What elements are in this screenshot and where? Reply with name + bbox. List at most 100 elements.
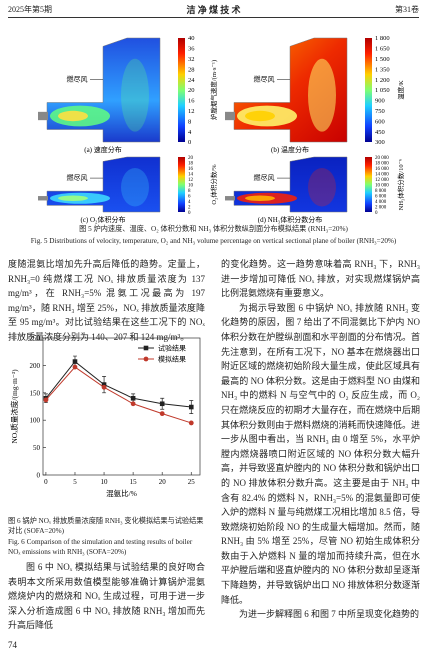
colorbar-tick: 4 bbox=[188, 129, 192, 136]
annotation: 燃尽风 bbox=[254, 173, 275, 182]
colorbar-tick: 12 bbox=[188, 178, 194, 183]
issue: 2025年第5期 bbox=[8, 5, 52, 14]
colorbar-tick: 40 bbox=[188, 35, 195, 42]
journal: 洁 净 煤 技 术 bbox=[186, 5, 241, 15]
colorbar-tick: 16 000 bbox=[375, 167, 389, 172]
colorbar-tick: 12 000 bbox=[375, 178, 389, 183]
colorbar bbox=[365, 38, 372, 142]
colorbar-tick: 2 000 bbox=[375, 206, 387, 211]
colorbar-tick: 1 050 bbox=[375, 87, 390, 94]
colorbar-tick: 14 bbox=[188, 173, 194, 178]
colorbar-tick: 20 000 bbox=[375, 156, 389, 161]
annotation: 燃尽风 bbox=[67, 75, 88, 84]
panel-caption: (b) 温度分布 bbox=[271, 145, 309, 154]
shaft-flow bbox=[308, 168, 336, 207]
paragraph: 图 6 中 NOₓ 模拟结果与试验结果的良好吻合表明本文所采用数值模型能够准确计… bbox=[8, 562, 205, 631]
paragraph: 为揭示导致图 6 中锅炉 NOₓ 排放随 RNH₃ 变化趋势的原因，图 7 给出… bbox=[221, 302, 420, 605]
marker bbox=[101, 384, 107, 390]
series-line bbox=[45, 360, 192, 408]
colorbar-label: 温度/K bbox=[396, 80, 405, 100]
colorbar-tick: 0 bbox=[188, 211, 191, 216]
x-tick-label: 15 bbox=[130, 478, 138, 486]
marker bbox=[143, 356, 149, 362]
x-tick-label: 5 bbox=[73, 478, 77, 486]
figure-5-caption-en: Fig. 5 Distributions of velocity, temper… bbox=[30, 237, 397, 245]
y-tick-label: 0 bbox=[37, 472, 41, 480]
colorbar-tick: 10 bbox=[188, 184, 194, 189]
colorbar-tick: 16 bbox=[188, 98, 195, 105]
marker bbox=[159, 411, 165, 417]
colorbar-label: 炉膛烟气速度/(m·s⁻¹) bbox=[209, 60, 218, 120]
figure-6-caption-en: Fig. 6 Comparison of the simulation and … bbox=[8, 538, 193, 556]
paragraph: 为进一步解释图 6 和图 7 中所呈现变化趋势的 bbox=[239, 609, 420, 620]
colorbar-tick: 12 bbox=[188, 108, 195, 115]
marker bbox=[130, 395, 136, 401]
colorbar-tick: 450 bbox=[375, 129, 385, 136]
paragraph: 的变化趋势。这一趋势意味着高 RNH₃ 下，RNH₃ 进一步增加可降低 NOₓ … bbox=[221, 259, 420, 299]
marker bbox=[130, 401, 136, 407]
x-tick-label: 25 bbox=[188, 478, 196, 486]
colorbar-tick: 1 500 bbox=[375, 56, 390, 63]
x-tick-label: 0 bbox=[44, 478, 48, 486]
paragraph: 度随混氨比增加先升高后降低的趋势。定量上，RNH₃=0 纯燃煤工况 NOₓ 排放… bbox=[8, 259, 205, 342]
shaft-flow bbox=[308, 58, 336, 132]
colorbar-tick: 4 000 bbox=[375, 200, 387, 205]
colorbar-tick: 14 000 bbox=[375, 173, 389, 178]
colorbar-tick: 1 650 bbox=[375, 46, 390, 53]
marker bbox=[72, 359, 78, 364]
colorbar-tick: 0 bbox=[188, 139, 191, 146]
colorbar bbox=[178, 157, 185, 212]
volume: 第31卷 bbox=[395, 5, 419, 14]
marker bbox=[188, 404, 194, 410]
figure-5: 燃尽风4036322824201612840炉膛烟气速度/(m·s⁻¹)(a) … bbox=[38, 35, 405, 224]
legend-label: 试验结果 bbox=[158, 344, 186, 353]
colorbar-tick: 32 bbox=[188, 56, 195, 63]
colorbar bbox=[365, 157, 372, 212]
figure-5-caption: 图 5 炉内速度、温度、O₂ 体积分数和 NH₃ 体积分数纵剖面分布模拟结果 (… bbox=[79, 225, 348, 233]
colorbar-tick: 6 bbox=[188, 195, 191, 200]
burner bbox=[38, 111, 48, 121]
colorbar-tick: 24 bbox=[188, 77, 195, 84]
colorbar-tick: 18 bbox=[188, 162, 194, 167]
annotation: 燃尽风 bbox=[67, 173, 88, 182]
page-number: 74 bbox=[8, 640, 17, 650]
marker bbox=[143, 345, 149, 351]
colorbar-tick: 900 bbox=[375, 98, 385, 105]
legend-label: 模拟结果 bbox=[158, 355, 186, 364]
burner bbox=[38, 196, 48, 201]
colorbar-tick: 28 bbox=[188, 66, 195, 73]
marker bbox=[101, 382, 107, 387]
y-axis-label: NOₓ质量浓度/(mg·m⁻³) bbox=[9, 369, 19, 444]
plot-frame bbox=[42, 337, 201, 476]
colorbar bbox=[178, 38, 185, 142]
y-tick-label: 250 bbox=[30, 335, 41, 343]
colorbar-tick: 1 800 bbox=[375, 35, 390, 42]
colorbar-tick: 1 200 bbox=[375, 77, 390, 84]
panel-caption: (c) O₂体积分布 bbox=[80, 215, 125, 224]
colorbar-tick: 600 bbox=[375, 118, 385, 125]
y-tick-label: 100 bbox=[30, 417, 41, 425]
plume-core bbox=[245, 110, 275, 122]
plume-core bbox=[245, 195, 275, 201]
panel-caption: (d) NH₃体积分数分布 bbox=[258, 215, 322, 224]
colorbar-tick: 300 bbox=[375, 139, 385, 146]
annotation: 燃尽风 bbox=[254, 75, 275, 84]
marker bbox=[72, 364, 78, 370]
y-tick-label: 50 bbox=[33, 444, 41, 452]
colorbar-label: O₂体积分数/% bbox=[209, 164, 218, 205]
colorbar-tick: 8 000 bbox=[375, 189, 387, 194]
x-axis-label: 混氨比/% bbox=[106, 488, 137, 498]
colorbar-tick: 8 bbox=[188, 189, 191, 194]
colorbar-tick: 8 bbox=[188, 118, 191, 125]
colorbar-tick: 0 bbox=[375, 211, 378, 216]
x-tick-label: 20 bbox=[159, 478, 167, 486]
burner bbox=[225, 196, 235, 201]
plume-core bbox=[58, 195, 88, 201]
y-tick-label: 150 bbox=[30, 389, 41, 397]
colorbar-tick: 20 bbox=[188, 156, 194, 161]
colorbar-tick: 20 bbox=[188, 87, 195, 94]
plume-core bbox=[58, 110, 88, 122]
marker bbox=[43, 397, 49, 403]
chart: 0 50 100 150 200 250 0 5 10 15 20 25 混氨比/% NOₓ质量浓度/(m… bbox=[9, 335, 201, 498]
figure-6-caption: 图 6 锅炉 NOₓ 排放质量浓度随 RNH₃ 变化模拟结果与试验结果对比 (S… bbox=[8, 517, 204, 535]
